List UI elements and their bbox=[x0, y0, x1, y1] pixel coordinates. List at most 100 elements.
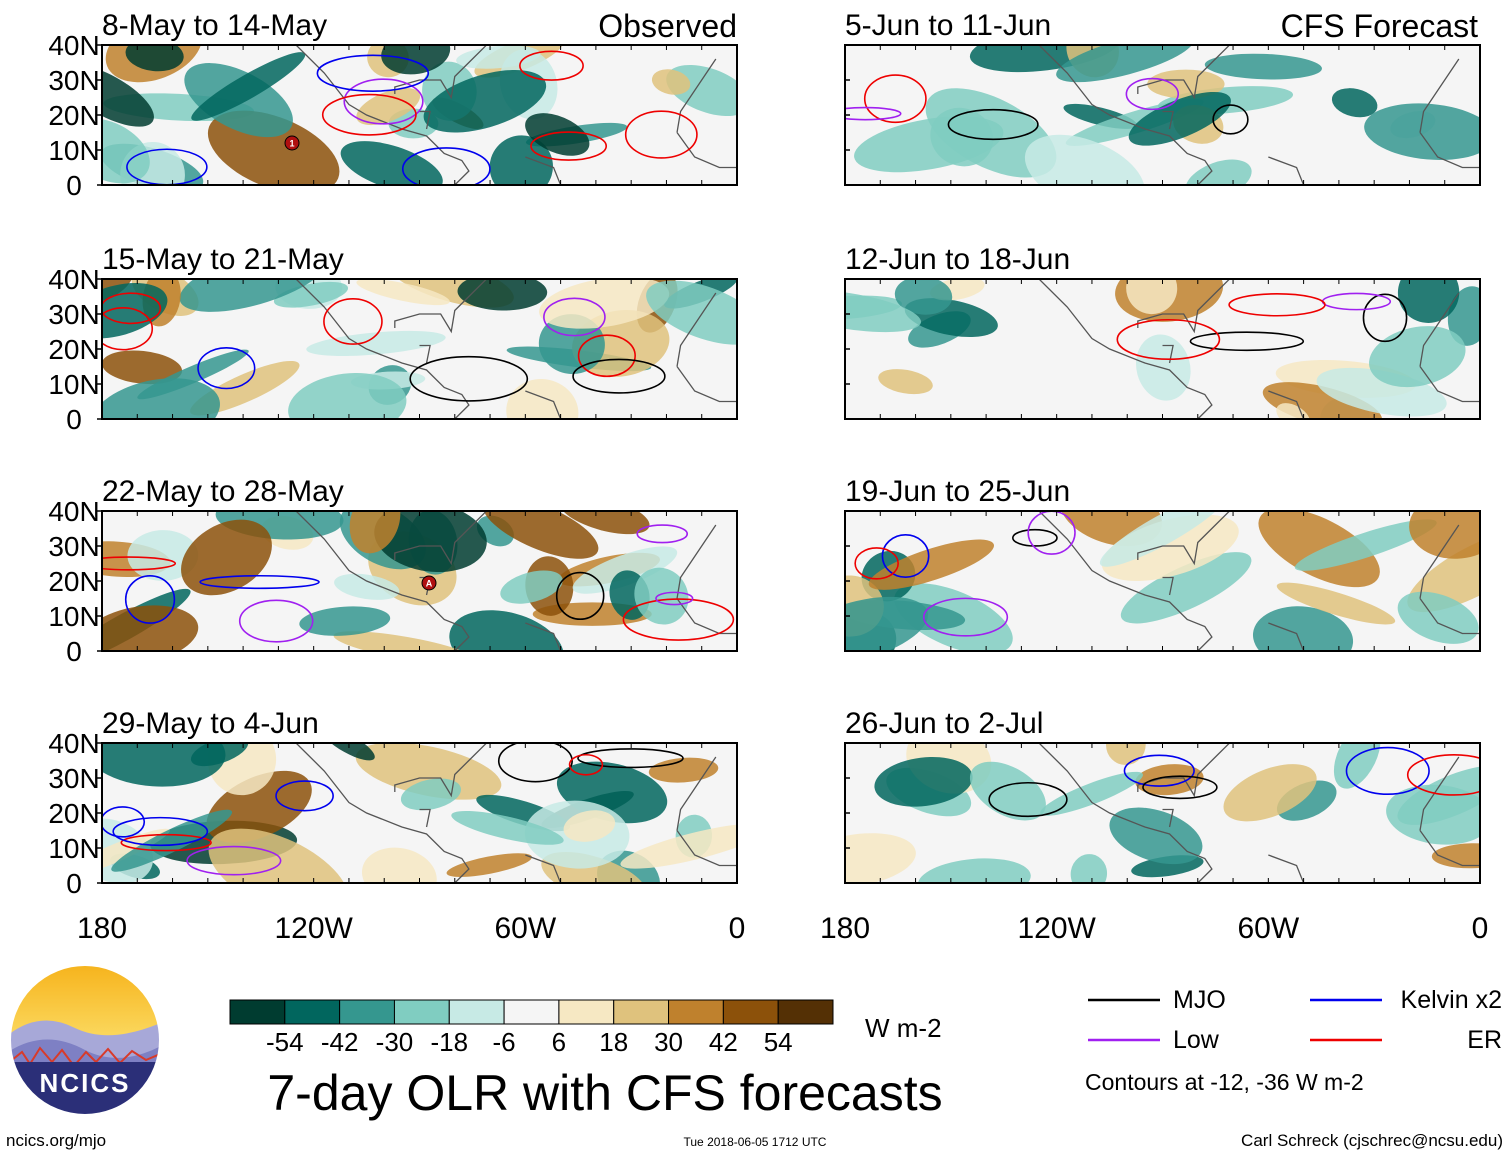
lat-tick-label: 0 bbox=[66, 636, 82, 667]
colorbar-swatch bbox=[448, 999, 505, 1025]
legend-note: Contours at -12, -36 W m-2 bbox=[1085, 1069, 1364, 1095]
olr-anomaly-area bbox=[451, 810, 564, 845]
wave-contours bbox=[845, 74, 1249, 141]
legend-label: ER bbox=[1467, 1026, 1502, 1054]
olr-anomaly-area bbox=[334, 573, 400, 600]
coastline bbox=[1038, 279, 1480, 419]
wave-contour bbox=[1142, 775, 1218, 800]
wave-contour bbox=[199, 574, 320, 590]
colorbar-tick-label: 6 bbox=[552, 1027, 566, 1057]
olr-anomaly-area bbox=[361, 847, 437, 883]
olr-anomaly-area bbox=[1397, 591, 1479, 644]
coastline bbox=[295, 743, 737, 883]
wave-contour bbox=[543, 297, 606, 337]
olr-anomaly-area bbox=[127, 530, 199, 581]
panel-period-label: 5-Jun to 11-Jun bbox=[845, 9, 1051, 42]
lon-tick-label: 180 bbox=[77, 912, 127, 945]
legend: MJO Kelvin x2 Low ER bbox=[1088, 986, 1502, 1054]
olr-anomaly-area bbox=[333, 631, 478, 651]
olr-anomaly-area bbox=[917, 858, 1031, 883]
coastline bbox=[295, 279, 737, 419]
footer-center: Tue 2018-06-05 1712 UTC bbox=[684, 1135, 827, 1149]
wave-contour bbox=[275, 780, 334, 812]
colorbar-swatch bbox=[229, 999, 286, 1025]
olr-anomaly-area bbox=[1386, 784, 1480, 845]
olr-anomaly-area bbox=[125, 45, 184, 72]
olr-anomaly-area bbox=[1204, 53, 1322, 80]
panel-period-label: 26-Jun to 2-Jul bbox=[845, 707, 1043, 740]
map-panel: 5-Jun to 11-Jun bbox=[844, 9, 1481, 186]
lat-tick-label: 30N bbox=[48, 763, 99, 794]
colorbar-swatch bbox=[558, 999, 615, 1025]
wave-contour bbox=[655, 591, 694, 606]
olr-anomaly-area bbox=[845, 833, 916, 883]
olr-anomaly-area bbox=[288, 372, 407, 419]
storm-marker: A bbox=[421, 575, 437, 591]
x-axis: 180 120W 60W 0 180 120W 60W 0 bbox=[77, 912, 1488, 945]
olr-anomaly-area bbox=[1407, 529, 1480, 613]
olr-anomaly-area bbox=[538, 314, 605, 375]
wave-contour bbox=[568, 753, 604, 776]
lat-tick-label: 10N bbox=[48, 833, 99, 864]
lon-tick-label: 120W bbox=[1017, 912, 1096, 945]
wave-contour bbox=[636, 524, 689, 544]
wave-contour bbox=[1406, 754, 1480, 796]
footer-right: Carl Schreck (cjschrec@ncsu.edu) bbox=[1241, 1131, 1503, 1150]
panel-period-label: 15-May to 21-May bbox=[102, 243, 344, 276]
olr-anomaly-area bbox=[634, 567, 689, 625]
olr-anomaly-area bbox=[381, 45, 451, 75]
lat-tick-label: 30N bbox=[48, 65, 99, 96]
wave-contour bbox=[197, 346, 256, 390]
olr-anomaly-area bbox=[559, 511, 650, 535]
colorbar-swatch bbox=[613, 999, 670, 1025]
ncics-link[interactable]: ncics.org/mjo bbox=[6, 1131, 106, 1150]
olr-anomaly-area bbox=[878, 369, 933, 395]
colorbar-tick-label: -18 bbox=[430, 1027, 468, 1057]
colorbar-tick-label: 18 bbox=[599, 1027, 628, 1057]
olr-anomaly-area bbox=[208, 828, 349, 883]
wave-contours bbox=[126, 50, 698, 185]
lat-tick-label: 20N bbox=[48, 798, 99, 829]
olr-anomaly-area bbox=[620, 823, 737, 869]
olr-anomaly-area bbox=[299, 606, 391, 636]
olr-anomaly-area bbox=[563, 810, 616, 842]
wave-contour bbox=[1345, 746, 1430, 796]
olr-anomaly-area bbox=[102, 378, 220, 419]
olr-anomaly-area bbox=[1070, 854, 1108, 883]
lon-tick-label: 0 bbox=[1472, 912, 1489, 945]
olr-anomaly-area bbox=[506, 379, 579, 419]
olr-anomaly-area bbox=[1276, 403, 1310, 419]
wave-contour bbox=[845, 106, 902, 121]
olr-field bbox=[102, 511, 689, 651]
wave-contour bbox=[577, 748, 684, 769]
wave-contour bbox=[854, 547, 899, 580]
lat-tick-label: 30N bbox=[48, 531, 99, 562]
footer-left[interactable]: ncics.org/mjo bbox=[6, 1131, 106, 1150]
olr-anomaly-area bbox=[489, 135, 553, 185]
colorbar-tick-label: -42 bbox=[321, 1027, 359, 1057]
colorbar-swatch bbox=[668, 999, 724, 1025]
olr-anomaly-area bbox=[349, 511, 401, 554]
olr-anomaly-area bbox=[845, 596, 929, 651]
lat-tick-label: 40N bbox=[48, 30, 99, 61]
olr-field bbox=[102, 279, 737, 419]
olr-anomaly-area bbox=[500, 570, 563, 604]
lat-tick-label: 10N bbox=[48, 369, 99, 400]
olr-anomaly-area bbox=[102, 605, 199, 651]
colorbar-swatch bbox=[339, 999, 395, 1025]
olr-anomaly-area bbox=[1364, 103, 1480, 160]
wave-contour bbox=[102, 556, 177, 571]
olr-anomaly-area bbox=[1369, 326, 1466, 388]
wave-contour bbox=[572, 358, 666, 394]
olr-anomaly-area bbox=[102, 828, 170, 881]
forecast-label: CFS Forecast bbox=[1281, 8, 1478, 44]
lon-tick-label: 120W bbox=[274, 912, 353, 945]
lat-tick-label: 0 bbox=[66, 868, 82, 899]
map-panel: 19-Jun to 25-Jun bbox=[844, 475, 1481, 652]
wave-contour bbox=[409, 355, 529, 402]
olr-anomaly-area bbox=[539, 279, 670, 329]
wave-contour bbox=[238, 599, 314, 643]
wave-contour bbox=[102, 292, 162, 325]
